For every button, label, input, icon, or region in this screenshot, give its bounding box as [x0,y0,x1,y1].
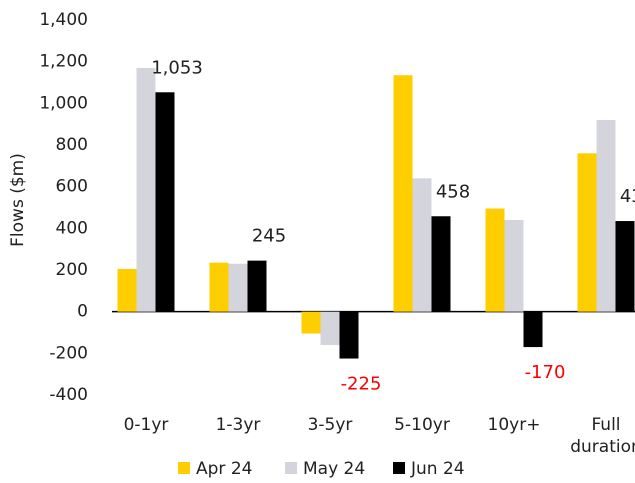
bar [431,216,451,312]
x-tick-label: Full duration [570,415,635,457]
bar [339,311,359,359]
bar [504,220,524,312]
y-tick-label: -200 [49,343,88,363]
bar [523,311,543,348]
bar [596,120,616,312]
bar [301,311,321,334]
y-tick-label: -400 [49,385,88,405]
bar [136,67,156,312]
legend-label: Jun 24 [410,459,465,479]
y-tick-label: 600 [56,177,88,197]
data-label: -170 [525,362,566,383]
y-tick-label: 200 [56,260,88,280]
bar [615,221,635,312]
data-label: 245 [252,226,286,247]
y-axis-title: Flows ($m) [8,153,28,247]
legend-swatch [393,462,405,474]
bar [320,311,340,345]
x-tick-label: 1-3yr [216,415,261,435]
y-tick-label: 0 [77,302,88,322]
bar [209,262,229,312]
y-tick-label: 1,000 [39,93,88,113]
bar [393,75,413,312]
y-tick-label: 400 [56,218,88,238]
data-label: 458 [436,181,470,202]
x-tick-label: 10yr+ [488,415,541,435]
x-tick-label: 3-5yr [308,415,353,435]
x-tick-label: 0-1yr [124,415,169,435]
legend-swatch [178,462,190,474]
x-tick-label: 5-10yr [394,415,450,435]
y-tick-label: 800 [56,135,88,155]
bar [155,92,175,312]
legend-label: Apr 24 [196,459,252,479]
data-label: -225 [341,374,382,395]
bar [247,260,267,312]
data-label: 1,053 [151,57,203,78]
bar [412,178,432,312]
bar [577,153,597,312]
bar [228,263,248,312]
y-tick-label: 1,400 [39,10,88,30]
legend-swatch [285,462,297,474]
bar [117,268,137,312]
y-tick-label: 1,200 [39,52,88,72]
legend-label: May 24 [303,459,365,479]
bar [485,208,505,312]
data-label: 435 [620,186,635,207]
